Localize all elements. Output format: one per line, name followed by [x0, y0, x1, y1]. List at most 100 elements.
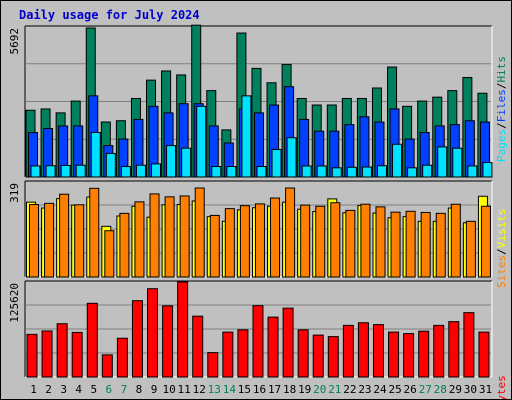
bar-sites-day-13: [209, 214, 220, 278]
bar-pages-day-1: [30, 165, 41, 178]
bar-sites-day-11: [179, 195, 190, 278]
x-label-day-8: 8: [136, 383, 143, 396]
chart-title: Daily usage for July 2024: [19, 8, 200, 22]
bar-sites-day-17: [270, 197, 281, 278]
bar-kbytes-day-14: [222, 331, 234, 378]
bar-kbytes-day-28: [433, 324, 445, 378]
bar-sites-day-15: [239, 205, 250, 278]
bar-pages-day-22: [346, 166, 357, 178]
bar-sites-day-19: [300, 204, 311, 278]
legend-hits-files-pages: Pages/Files/Hits: [495, 56, 508, 162]
x-label-day-23: 23: [358, 383, 371, 396]
bar-sites-day-12: [194, 187, 205, 278]
x-label-day-28: 28: [434, 383, 447, 396]
bar-sites-day-20: [315, 205, 326, 278]
bar-pages-day-31: [482, 162, 493, 178]
bar-pages-day-19: [301, 165, 312, 178]
legend-entry: /: [495, 83, 508, 90]
bar-sites-day-18: [285, 187, 296, 278]
bar-kbytes-day-23: [357, 322, 369, 378]
bar-pages-day-9: [151, 163, 162, 178]
bar-sites-day-24: [375, 206, 386, 278]
bar-kbytes-day-1: [26, 333, 38, 378]
bar-kbytes-day-7: [116, 337, 128, 378]
bar-kbytes-day-19: [297, 329, 309, 378]
x-label-day-7: 7: [121, 383, 128, 396]
bar-pages-day-21: [331, 167, 342, 178]
bar-sites-day-3: [59, 193, 70, 278]
bar-kbytes-day-6: [101, 354, 113, 378]
bar-pages-day-12: [196, 105, 207, 178]
x-label-day-13: 13: [208, 383, 221, 396]
y-max-label-hits-files-pages: 5692: [8, 28, 21, 55]
x-label-day-25: 25: [388, 383, 401, 396]
legend-entry: Visits: [495, 209, 508, 249]
bar-sites-day-30: [465, 220, 476, 278]
x-label-day-12: 12: [193, 383, 206, 396]
x-label-day-1: 1: [30, 383, 37, 396]
bar-pages-day-6: [105, 152, 116, 178]
x-label-day-15: 15: [238, 383, 251, 396]
bar-kbytes-day-12: [192, 315, 204, 378]
bar-pages-day-23: [361, 166, 372, 178]
x-label-day-14: 14: [223, 383, 237, 396]
x-label-day-31: 31: [479, 383, 492, 396]
bar-pages-day-29: [452, 147, 463, 178]
legend-entry: Sites: [495, 255, 508, 288]
x-label-day-9: 9: [151, 383, 158, 396]
bar-kbytes-day-26: [403, 333, 415, 378]
bar-pages-day-15: [241, 95, 252, 178]
legend-kbytes: KBytes: [495, 375, 508, 400]
bar-sites-day-21: [330, 202, 341, 278]
bar-pages-day-30: [467, 165, 478, 178]
legend-visits-sites: Sites/Visits: [495, 209, 508, 289]
legend-entry: /: [495, 248, 508, 255]
bar-pages-day-14: [226, 166, 237, 178]
bar-pages-day-25: [392, 143, 403, 178]
bar-sites-day-4: [74, 204, 85, 278]
x-label-day-17: 17: [268, 383, 281, 396]
bar-sites-day-27: [420, 211, 431, 278]
bar-sites-day-2: [44, 202, 55, 278]
bar-kbytes-day-11: [177, 281, 189, 378]
bar-sites-day-1: [29, 204, 39, 278]
bar-kbytes-day-25: [388, 331, 400, 378]
x-label-day-5: 5: [90, 383, 97, 396]
bar-pages-day-28: [437, 146, 448, 178]
x-label-day-4: 4: [75, 383, 82, 396]
bar-kbytes-day-5: [86, 302, 98, 378]
bar-pages-day-4: [75, 164, 86, 178]
bar-sites-day-22: [345, 209, 356, 278]
bar-pages-day-7: [120, 166, 131, 178]
x-label-day-19: 19: [298, 383, 311, 396]
bar-sites-day-25: [390, 211, 401, 278]
x-label-day-27: 27: [419, 383, 432, 396]
bar-kbytes-day-2: [41, 330, 53, 378]
bar-kbytes-day-21: [327, 336, 339, 378]
bar-pages-day-20: [316, 165, 327, 178]
bar-sites-day-7: [119, 212, 130, 278]
y-max-label-kbytes: 125620: [8, 283, 21, 323]
bar-kbytes-day-10: [162, 305, 174, 378]
bar-pages-day-17: [271, 149, 282, 178]
bar-kbytes-day-18: [282, 307, 294, 378]
x-label-day-26: 26: [404, 383, 417, 396]
legend-entry: KBytes: [495, 375, 508, 400]
x-label-day-29: 29: [449, 383, 462, 396]
bar-pages-day-8: [135, 164, 146, 178]
bar-sites-day-28: [435, 212, 446, 278]
bar-pages-day-26: [407, 167, 418, 178]
bar-kbytes-day-20: [312, 334, 324, 378]
bar-sites-day-31: [480, 205, 491, 278]
bar-kbytes-day-16: [252, 305, 264, 378]
bar-pages-day-13: [211, 166, 222, 178]
bar-kbytes-day-8: [131, 300, 143, 378]
x-label-day-20: 20: [313, 383, 326, 396]
bar-sites-day-5: [89, 187, 100, 278]
legend-entry: Pages: [495, 129, 508, 162]
bar-pages-day-24: [376, 165, 387, 178]
bar-pages-day-27: [422, 164, 433, 178]
